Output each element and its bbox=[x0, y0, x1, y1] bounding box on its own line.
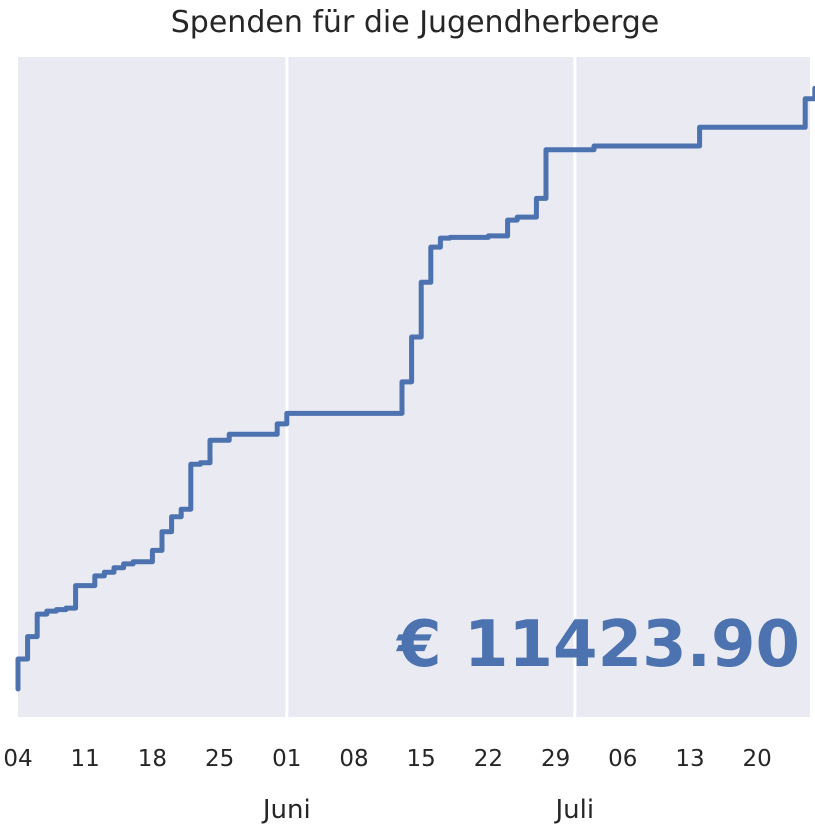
x-tick-label: 15 bbox=[407, 746, 436, 772]
month-label: Juli bbox=[554, 795, 595, 825]
x-tick-label: 22 bbox=[474, 746, 503, 772]
total-annotation: € 11423.90 bbox=[395, 608, 800, 682]
x-tick-labels: 04 11 18 25 01 08 15 22 29 06 13 20 bbox=[3, 746, 771, 772]
x-tick-label: 20 bbox=[743, 746, 772, 772]
x-tick-label: 18 bbox=[138, 746, 167, 772]
plot-area bbox=[18, 57, 810, 717]
series-line bbox=[15, 85, 815, 692]
x-tick-label: 13 bbox=[675, 746, 704, 772]
month-labels: Juni Juli bbox=[261, 795, 594, 825]
x-tick-label: 01 bbox=[272, 746, 301, 772]
x-tick-label: 25 bbox=[205, 746, 234, 772]
x-tick-label: 29 bbox=[541, 746, 570, 772]
chart-title: Spenden für die Jugendherberge bbox=[171, 5, 659, 40]
x-tick-label: 08 bbox=[339, 746, 368, 772]
x-tick-label: 04 bbox=[3, 746, 32, 772]
x-tick-label: 06 bbox=[608, 746, 637, 772]
grid-lines bbox=[285, 57, 577, 717]
month-label: Juni bbox=[261, 795, 311, 825]
x-tick-label: 11 bbox=[71, 746, 100, 772]
